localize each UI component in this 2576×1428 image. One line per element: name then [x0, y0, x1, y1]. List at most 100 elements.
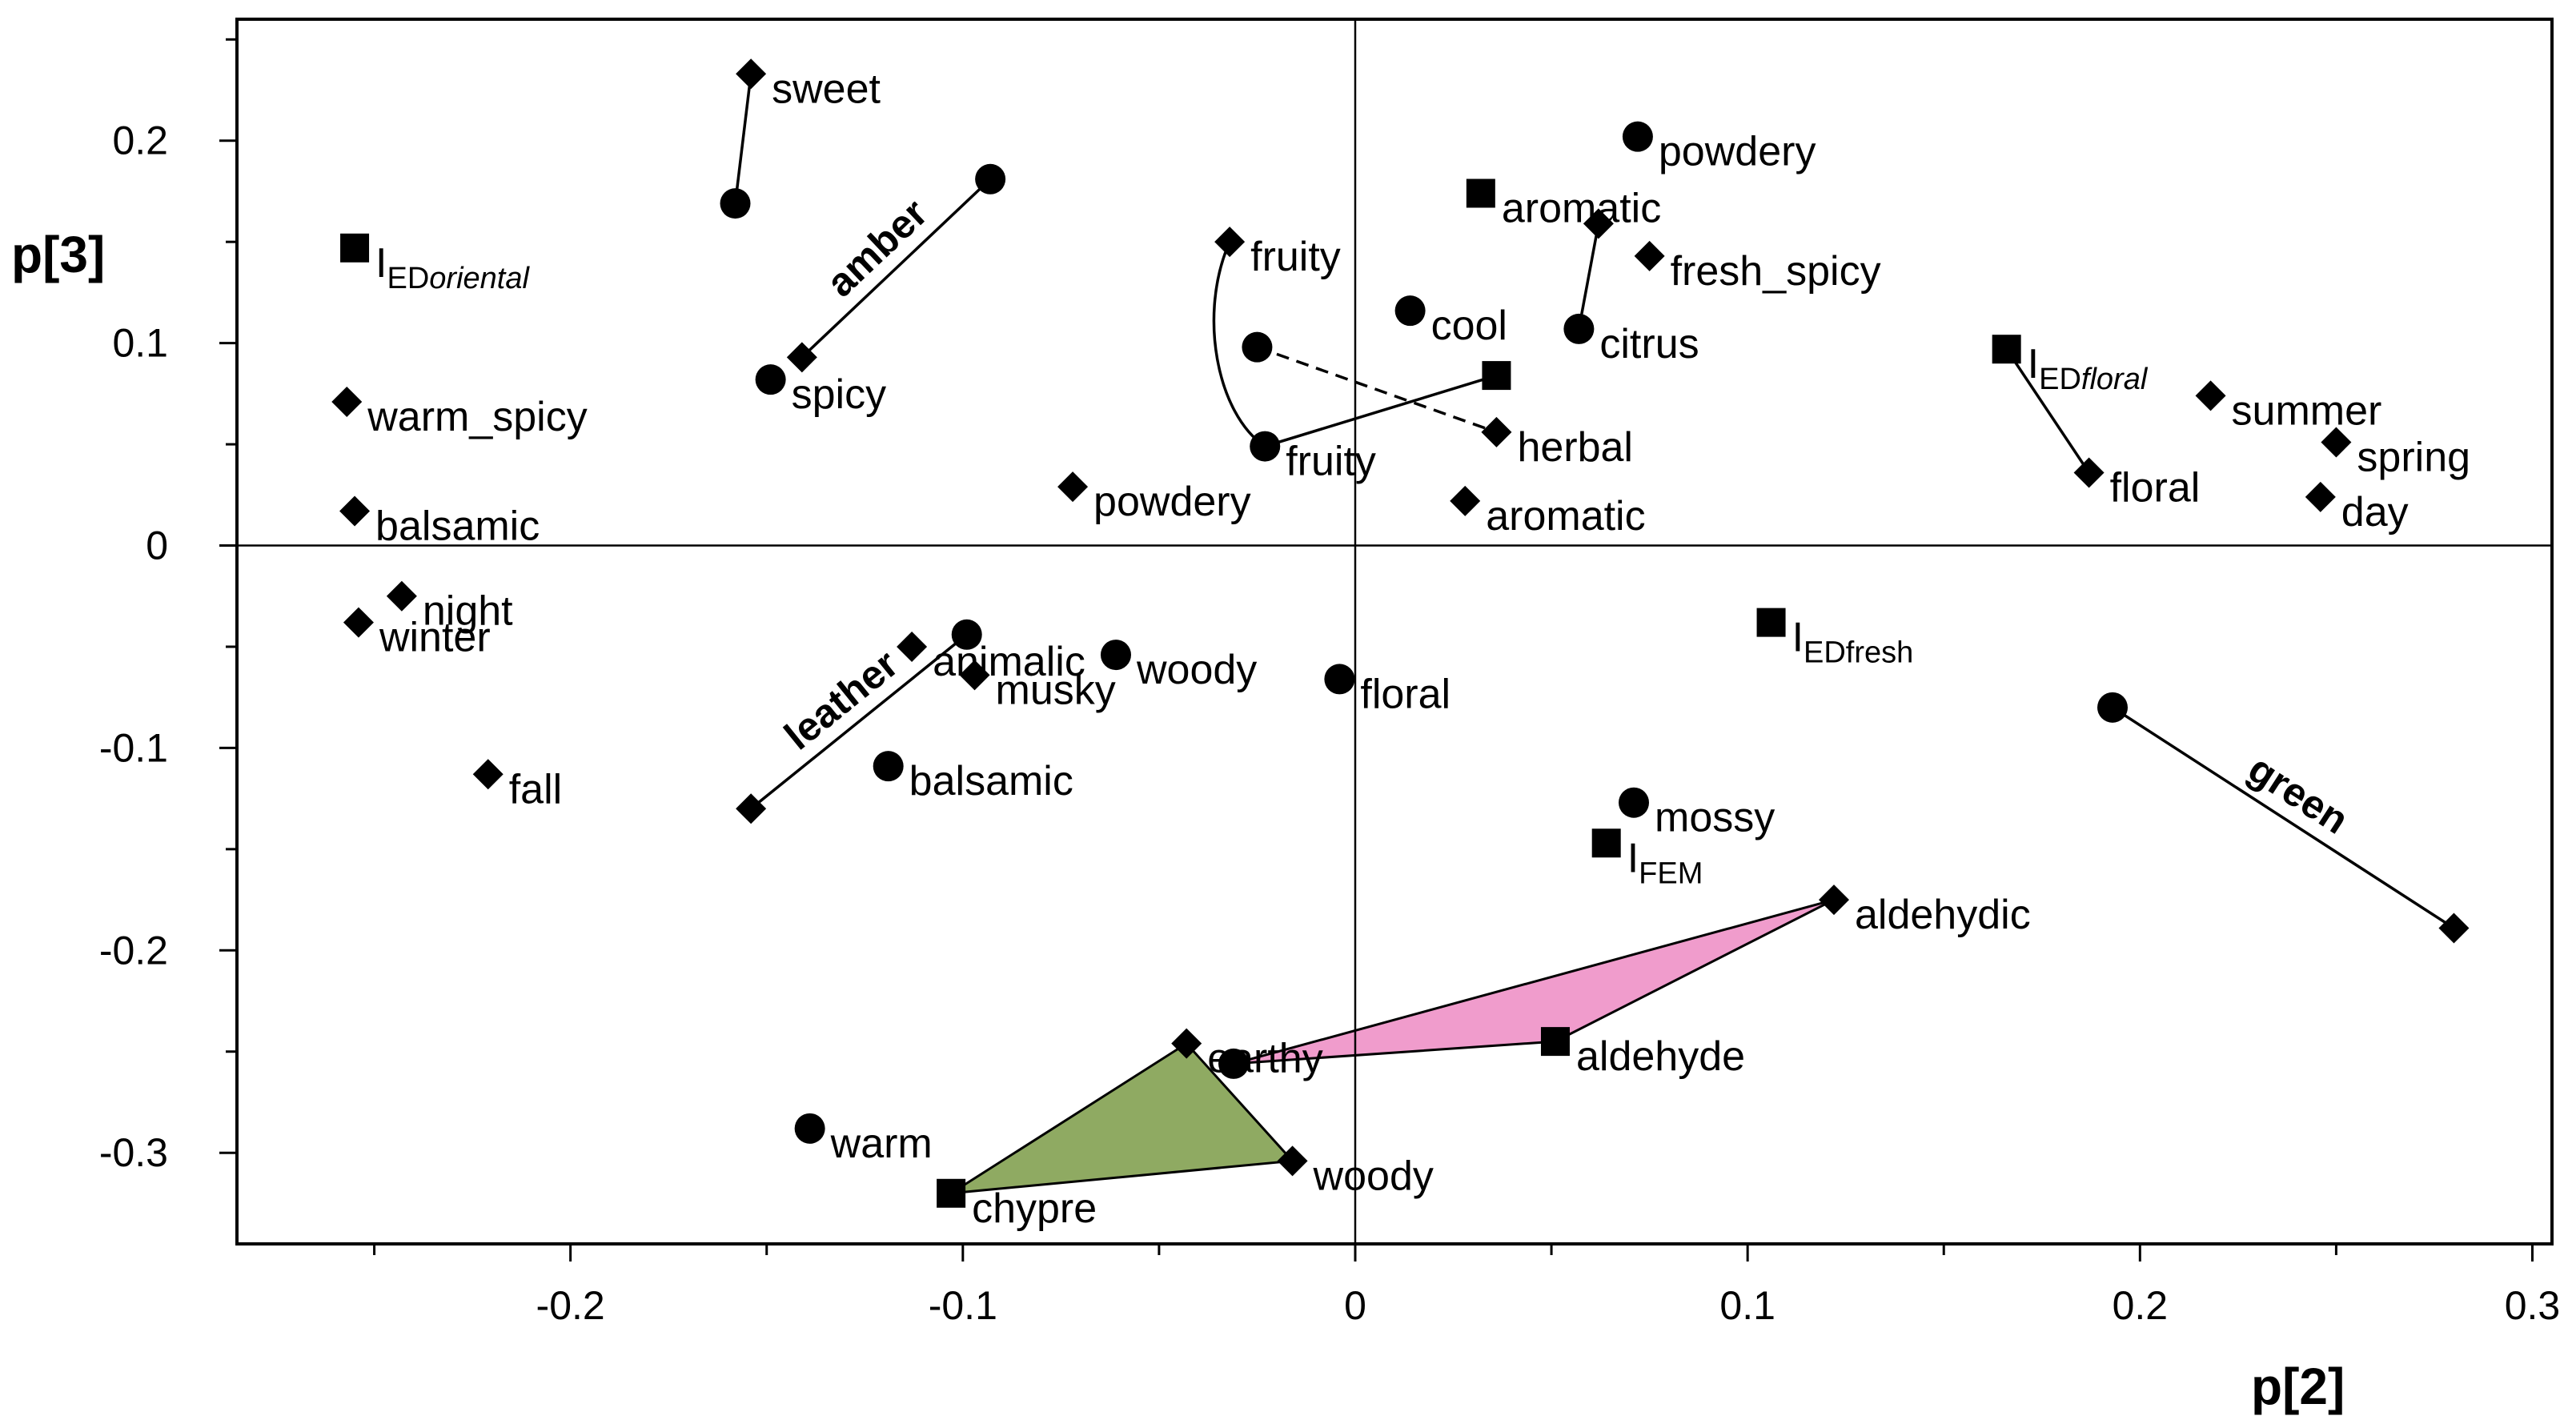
- y-tick-label: 0.2: [112, 118, 168, 163]
- point-label-summer: summer: [2232, 387, 2382, 434]
- axis-ticks: -0.2 -0.1 0 0.1 0.2 0.3 -0.3 -0.2 -0.1 0 0.1 0.2: [99, 38, 2560, 1328]
- green-triangle: [950, 1041, 1295, 1195]
- x-tick-label: -0.1: [929, 1283, 997, 1328]
- square-marker: [1540, 1027, 1570, 1057]
- y-tick-label: 0.1: [112, 321, 168, 366]
- point-label-I: IEDoriental: [375, 240, 530, 295]
- connector-lines: [733, 74, 2455, 929]
- square-marker: [340, 233, 370, 263]
- diamond-marker: [1481, 416, 1512, 447]
- x-tick-label: -0.2: [536, 1283, 605, 1328]
- diamond-marker: [786, 342, 817, 373]
- point-label-fall: fall: [509, 766, 562, 812]
- point-label-I: IFEM: [1627, 835, 1703, 890]
- point-labels: amberleathergreensweetwarm_spicybalsamic…: [367, 66, 2470, 1231]
- point-label-balsamic: balsamic: [375, 503, 540, 550]
- circle-marker: [1100, 640, 1131, 671]
- diamond-marker: [2305, 481, 2336, 512]
- pink-triangle: [1233, 898, 1835, 1065]
- point-label-herbal: herbal: [1517, 424, 1633, 471]
- point-label-aromatic: aromatic: [1502, 185, 1661, 231]
- point-label-I: IEDfresh: [1792, 615, 1914, 670]
- point-label-citrus: citrus: [1599, 321, 1699, 367]
- circle-marker: [1563, 313, 1595, 344]
- square-marker: [1591, 828, 1621, 858]
- point-label-musky: musky: [996, 667, 1116, 713]
- square-marker: [937, 1178, 966, 1208]
- point-label-fresh_spicy: fresh_spicy: [1671, 248, 1881, 295]
- circle-marker: [1622, 121, 1653, 152]
- circle-marker: [1394, 295, 1426, 327]
- point-label-fruity: fruity: [1286, 439, 1376, 485]
- diamond-marker: [1171, 1028, 1202, 1059]
- circle-marker: [1250, 431, 1281, 462]
- link-line: [2005, 348, 2091, 474]
- circle-marker: [975, 163, 1006, 195]
- label-subscript-italic: oriental: [429, 262, 530, 295]
- point-label-mossy: mossy: [1655, 795, 1775, 841]
- diamond-marker: [386, 580, 417, 612]
- diamond-marker: [1818, 884, 1849, 916]
- point-label-aromatic: aromatic: [1486, 493, 1645, 540]
- diamond-marker: [2321, 427, 2352, 458]
- point-label-woody: woody: [1313, 1153, 1434, 1199]
- point-label-chypre: chypre: [972, 1185, 1097, 1232]
- link-line: [750, 633, 968, 810]
- diamond-marker: [959, 660, 990, 691]
- x-axis-title: p[2]: [2251, 1358, 2345, 1415]
- point-label-spicy: spicy: [792, 371, 886, 418]
- circle-marker: [1218, 1048, 1250, 1079]
- diamond-marker: [1450, 485, 1481, 516]
- link-line: [2112, 706, 2455, 929]
- link-line: [733, 74, 752, 204]
- point-label-day: day: [2341, 489, 2409, 536]
- point-label-sweet: sweet: [772, 66, 881, 112]
- diamond-marker: [343, 607, 374, 638]
- circle-marker: [873, 751, 904, 782]
- circle-marker: [2097, 692, 2129, 723]
- circle-marker: [720, 188, 751, 219]
- x-tick-label: 0.1: [1719, 1283, 1776, 1328]
- point-label-winter: winter: [379, 615, 491, 661]
- link-line: [800, 178, 992, 359]
- diamond-marker: [339, 495, 371, 527]
- circle-marker: [794, 1113, 825, 1144]
- diamond-marker: [472, 759, 504, 790]
- y-tick-label: -0.1: [99, 725, 168, 770]
- circle-marker: [755, 364, 786, 395]
- data-markers: [331, 58, 2470, 1208]
- point-label-floral: floral: [2110, 464, 2201, 511]
- point-label-balsamic: balsamic: [909, 758, 1073, 804]
- diamond-marker: [2073, 457, 2105, 488]
- point-label-animalic: animalic: [933, 639, 1085, 685]
- diamond-marker: [736, 58, 767, 90]
- square-marker: [1482, 361, 1511, 391]
- regions-layer: [950, 898, 1835, 1195]
- label-subscript: ED: [387, 262, 430, 295]
- point-label-cool: cool: [1431, 303, 1507, 349]
- diamond-marker: [2195, 380, 2226, 411]
- circle-marker: [1619, 787, 1650, 818]
- y-tick-label: -0.3: [99, 1130, 168, 1175]
- label-subscript: ED: [2039, 363, 2081, 396]
- diamond-marker: [1214, 227, 1246, 258]
- diamond-marker: [1057, 471, 1089, 503]
- label-subscript: FEM: [1639, 856, 1703, 890]
- circle-marker: [951, 619, 982, 650]
- label-subscript: EDfresh: [1804, 636, 1913, 670]
- square-marker: [1992, 335, 2021, 364]
- x-tick-label: 0.2: [2113, 1283, 2169, 1328]
- label-subscript-italic: floral: [2081, 363, 2149, 396]
- y-axis-title: p[3]: [11, 226, 105, 283]
- point-label-powdery: powdery: [1659, 129, 1816, 175]
- link-line: [1577, 223, 1600, 330]
- point-label-aldehydic: aldehydic: [1855, 892, 2031, 938]
- link-line: [1264, 374, 1497, 448]
- diamond-marker: [1583, 208, 1614, 239]
- point-label-aldehyde: aldehyde: [1576, 1033, 1745, 1080]
- diamond-marker: [2438, 913, 2470, 944]
- diamond-marker: [331, 386, 363, 417]
- point-label-night: night: [423, 588, 513, 635]
- square-marker: [1756, 608, 1786, 637]
